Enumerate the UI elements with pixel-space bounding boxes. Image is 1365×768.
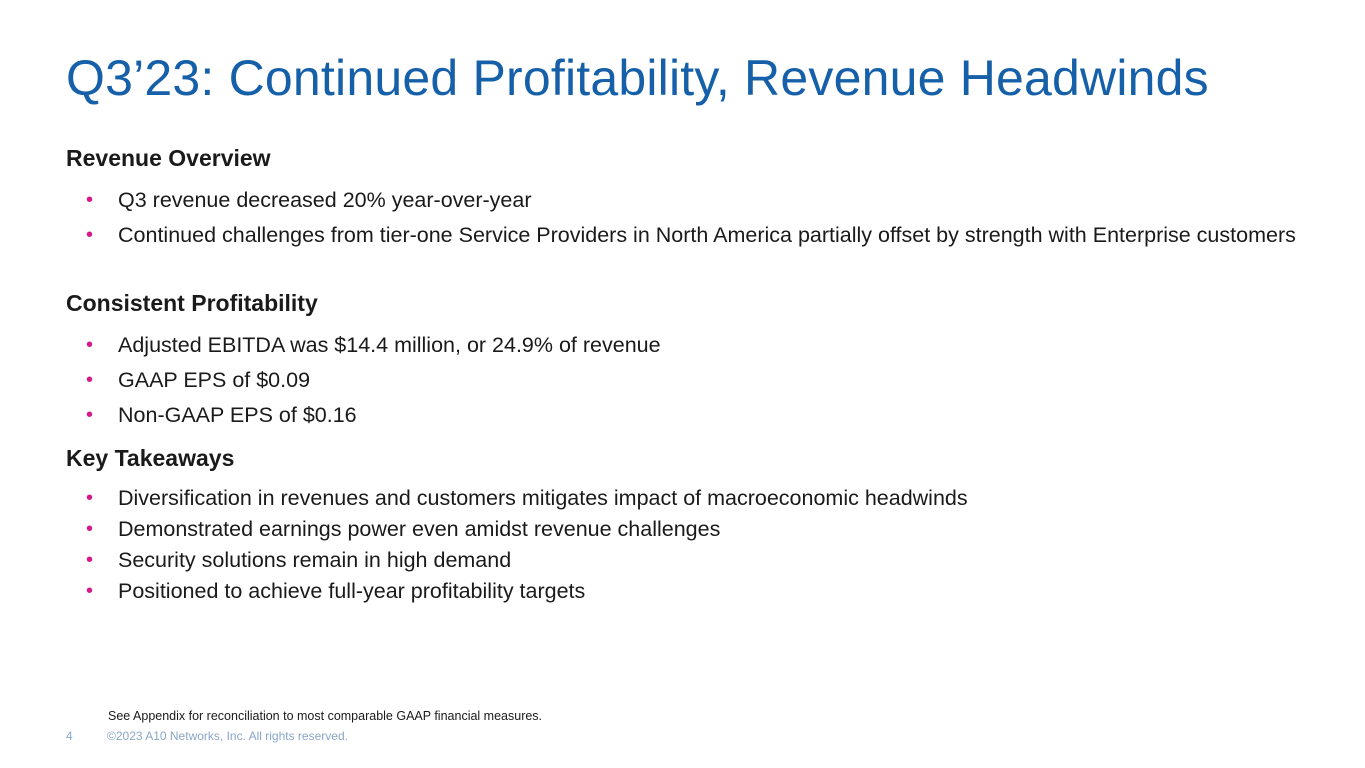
bullet-text: Positioned to achieve full-year profitab… <box>118 579 586 603</box>
list-item: • Q3 revenue decreased 20% year-over-yea… <box>66 185 1316 216</box>
list-item: • Diversification in revenues and custom… <box>66 483 1316 514</box>
bullet-icon: • <box>86 518 94 540</box>
page-number: 4 <box>66 729 73 743</box>
slide-title: Q3’23: Continued Profitability, Revenue … <box>66 50 1209 106</box>
bullet-icon: • <box>86 224 94 246</box>
bullet-text: GAAP EPS of $0.09 <box>118 368 311 392</box>
bullet-text: Continued challenges from tier-one Servi… <box>118 223 1296 247</box>
bullet-text: Q3 revenue decreased 20% year-over-year <box>118 188 532 212</box>
key-takeaways-heading: Key Takeaways <box>66 445 235 471</box>
revenue-overview-section: Revenue Overview • Q3 revenue decreased … <box>66 143 1316 251</box>
bullet-icon: • <box>86 487 94 509</box>
bullet-icon: • <box>86 369 94 391</box>
bullet-icon: • <box>86 189 94 211</box>
footnote: See Appendix for reconciliation to most … <box>108 709 543 723</box>
bullet-text: Demonstrated earnings power even amidst … <box>118 517 721 541</box>
revenue-overview-heading: Revenue Overview <box>66 145 271 171</box>
revenue-bullet-list: • Q3 revenue decreased 20% year-over-yea… <box>66 185 1316 251</box>
list-item: • Positioned to achieve full-year profit… <box>66 576 1316 607</box>
bullet-text: Non-GAAP EPS of $0.16 <box>118 403 357 427</box>
consistent-profitability-heading: Consistent Profitability <box>66 290 318 316</box>
bullet-icon: • <box>86 404 94 426</box>
bullet-icon: • <box>86 334 94 356</box>
list-item: • Adjusted EBITDA was $14.4 million, or … <box>66 330 1316 361</box>
bullet-icon: • <box>86 549 94 571</box>
copyright-notice: ©2023 A10 Networks, Inc. All rights rese… <box>107 729 348 743</box>
list-item: • Security solutions remain in high dema… <box>66 545 1316 576</box>
takeaways-bullet-list: • Diversification in revenues and custom… <box>66 483 1316 607</box>
bullet-text: Adjusted EBITDA was $14.4 million, or 24… <box>118 333 661 357</box>
consistent-profitability-section: Consistent Profitability • Adjusted EBIT… <box>66 288 1316 431</box>
key-takeaways-section: Key Takeaways • Diversification in reven… <box>66 443 1316 607</box>
list-item: • Non-GAAP EPS of $0.16 <box>66 400 1316 431</box>
list-item: • Continued challenges from tier-one Ser… <box>66 220 1316 251</box>
bullet-text: Security solutions remain in high demand <box>118 548 512 572</box>
list-item: • Demonstrated earnings power even amids… <box>66 514 1316 545</box>
list-item: • GAAP EPS of $0.09 <box>66 365 1316 396</box>
bullet-icon: • <box>86 580 94 602</box>
bullet-text: Diversification in revenues and customer… <box>118 486 968 510</box>
profitability-bullet-list: • Adjusted EBITDA was $14.4 million, or … <box>66 330 1316 431</box>
